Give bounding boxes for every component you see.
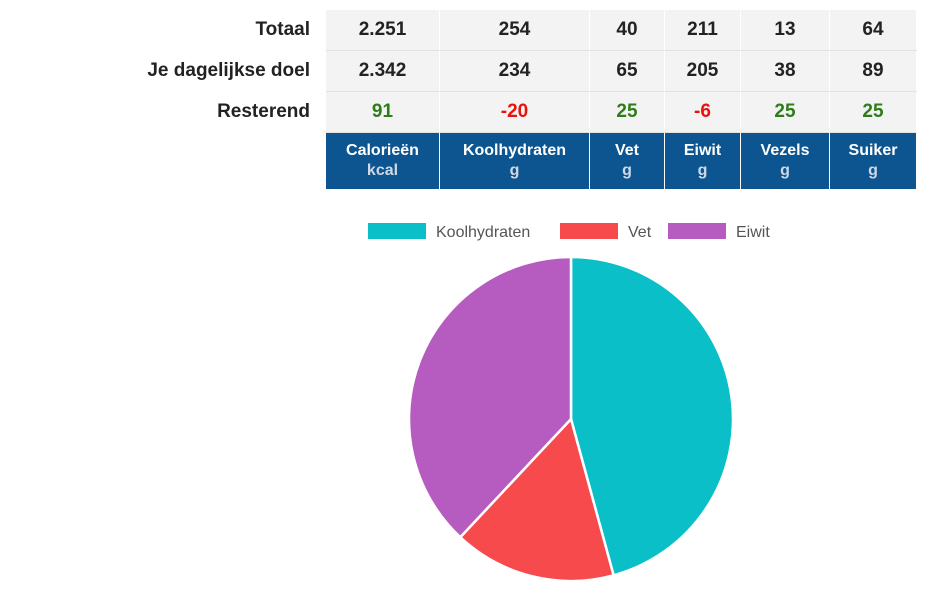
cell-resterend-vet: 25 xyxy=(589,91,665,133)
row-label-doel: Je dagelijkse doel xyxy=(0,50,326,92)
column-unit: kcal xyxy=(366,162,399,179)
cell-resterend-calorieen: 91 xyxy=(326,91,440,133)
cell-totaal-koolhydraten: 254 xyxy=(439,10,590,51)
header-spacer xyxy=(0,132,326,189)
cell-doel-vet: 65 xyxy=(589,50,665,92)
cell-doel-vezels: 38 xyxy=(740,50,830,92)
column-unit: g xyxy=(697,162,708,179)
column-name: Vezels xyxy=(760,142,810,159)
legend-item-eiwit[interactable]: Eiwit xyxy=(668,223,770,241)
column-name: Suiker xyxy=(848,142,898,159)
cell-totaal-eiwit: 211 xyxy=(664,10,741,51)
cell-resterend-eiwit: -6 xyxy=(664,91,741,133)
column-name: Calorieën xyxy=(346,142,419,159)
table-row-totaal: Totaal 2.251 254 40 211 13 64 xyxy=(0,10,917,51)
cell-totaal-vet: 40 xyxy=(589,10,665,51)
legend-item-koolhydraten[interactable]: Koolhydraten xyxy=(368,223,530,241)
cell-doel-suiker: 89 xyxy=(829,50,917,92)
column-header-eiwit: Eiwit g xyxy=(664,132,741,189)
legend-label: Koolhydraten xyxy=(436,224,530,241)
cell-totaal-vezels: 13 xyxy=(740,10,830,51)
cell-resterend-vezels: 25 xyxy=(740,91,830,133)
cell-resterend-suiker: 25 xyxy=(829,91,917,133)
column-unit: g xyxy=(780,162,790,179)
column-name: Eiwit xyxy=(683,142,722,159)
pie-slice-vet[interactable] xyxy=(458,417,615,583)
cell-doel-calorieen: 2.342 xyxy=(326,50,440,92)
pie-slice-eiwit[interactable] xyxy=(407,255,573,539)
nutrition-summary-table: Totaal 2.251 254 40 211 13 64 Je dagelij… xyxy=(0,10,917,189)
cell-doel-eiwit: 205 xyxy=(664,50,741,92)
column-unit: g xyxy=(622,162,632,179)
legend-swatch xyxy=(668,223,726,239)
column-header-calorieen: Calorieën kcal xyxy=(326,132,440,189)
legend-label: Vet xyxy=(628,224,652,241)
cell-resterend-koolhydraten: -20 xyxy=(439,91,590,133)
cell-doel-koolhydraten: 234 xyxy=(439,50,590,92)
column-unit: g xyxy=(868,162,878,179)
pie-slice-koolhydraten[interactable] xyxy=(569,255,735,577)
column-header-koolhydraten: Koolhydraten g xyxy=(439,132,590,189)
table-row-doel: Je dagelijkse doel 2.342 234 65 205 38 8… xyxy=(0,50,917,92)
legend-swatch xyxy=(368,223,426,239)
row-label-resterend: Resterend xyxy=(0,91,326,133)
legend-label: Eiwit xyxy=(736,224,770,241)
table-row-resterend: Resterend 91 -20 25 -6 25 25 xyxy=(0,91,917,133)
column-name: Koolhydraten xyxy=(462,142,567,159)
cell-totaal-suiker: 64 xyxy=(829,10,917,51)
cell-totaal-calorieen: 2.251 xyxy=(326,10,440,51)
column-header-suiker: Suiker g xyxy=(829,132,917,189)
column-name: Vet xyxy=(614,142,639,159)
table-header-row: Calorieën kcal Koolhydraten g Vet g Eiwi… xyxy=(0,132,917,189)
column-unit: g xyxy=(509,162,520,179)
row-label-totaal: Totaal xyxy=(0,10,326,51)
column-header-vezels: Vezels g xyxy=(740,132,830,189)
legend-swatch xyxy=(560,223,618,239)
legend-item-vet[interactable]: Vet xyxy=(560,223,652,241)
column-header-vet: Vet g xyxy=(589,132,665,189)
